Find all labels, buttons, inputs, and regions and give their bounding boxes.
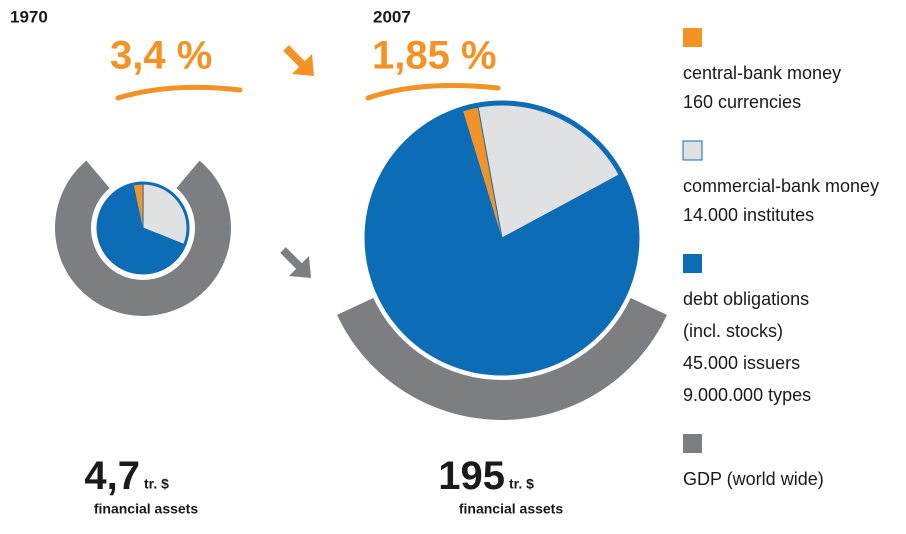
- legend-label: GDP (world wide): [683, 469, 824, 489]
- pie-slice: [98, 183, 185, 274]
- total-caption: financial assets: [94, 501, 198, 517]
- brush-stroke: [365, 83, 501, 101]
- legend-label: debt obligations: [683, 289, 809, 309]
- legend-detail: (incl. stocks): [683, 321, 783, 341]
- total-caption: financial assets: [459, 501, 563, 517]
- pie-slice: [462, 105, 502, 238]
- year-label: 1970: [10, 7, 48, 26]
- total-value: 195: [438, 454, 505, 498]
- total: 195: [438, 454, 505, 498]
- orange-arrow: [283, 45, 314, 76]
- brush-stroke: [115, 84, 243, 101]
- legend-swatch: [683, 254, 702, 273]
- gdp-ring: [54, 160, 232, 316]
- total-unit: tr. $: [509, 476, 534, 492]
- legend-label: central-bank money: [683, 63, 841, 83]
- total-unit: tr. $: [144, 476, 169, 492]
- pie-slice: [133, 183, 144, 228]
- legend-swatch: [682, 140, 703, 161]
- pie-frame: [92, 177, 194, 279]
- total-value: 4,7: [84, 454, 140, 498]
- legend-label: commercial-bank money: [683, 176, 879, 196]
- legend-swatch: [683, 434, 702, 453]
- legend-detail: 160 currencies: [683, 92, 801, 112]
- legend-detail: 45.000 issuers: [683, 353, 800, 373]
- headline-value: 1,85 %: [372, 34, 497, 78]
- total: 4,7: [84, 454, 140, 498]
- pie-slice: [366, 108, 637, 373]
- legend-detail: 14.000 institutes: [683, 205, 814, 225]
- legend-swatch: [683, 28, 702, 47]
- year-label: 2007: [373, 7, 411, 26]
- gray-arrow: [280, 247, 311, 278]
- headline-value: 3,4 %: [110, 34, 212, 78]
- legend-detail: 9.000.000 types: [683, 385, 811, 405]
- gdp-ring: [337, 298, 667, 421]
- pie-border: [96, 181, 190, 275]
- pie-border: [364, 100, 640, 376]
